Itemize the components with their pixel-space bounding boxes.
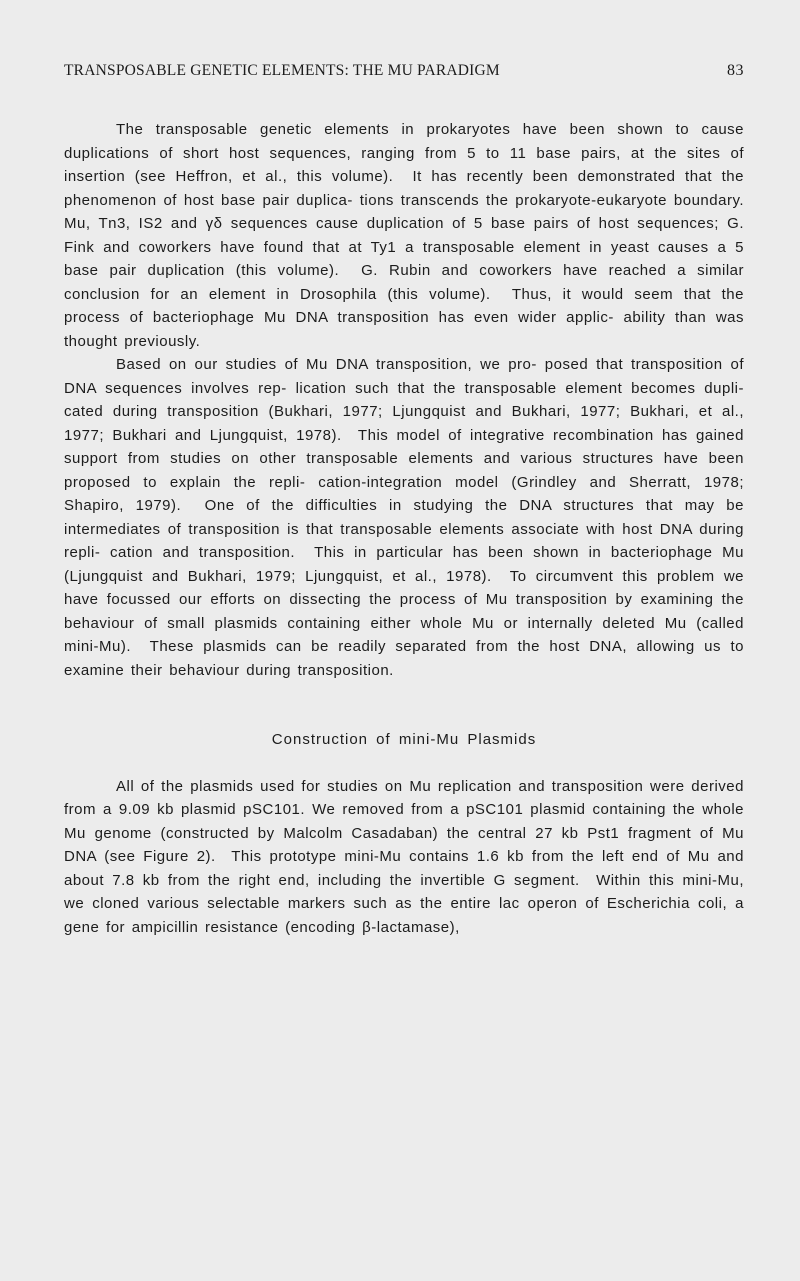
body-paragraph-2: Based on our studies of Mu DNA transposi…: [64, 353, 744, 682]
page-header: TRANSPOSABLE GENETIC ELEMENTS: THE MU PA…: [64, 62, 744, 80]
body-paragraph-1: The transposable genetic elements in pro…: [64, 118, 744, 353]
body-paragraph-3: All of the plasmids used for studies on …: [64, 775, 744, 940]
section-title: Construction of mini-Mu Plasmids: [64, 728, 744, 752]
page-number: 83: [727, 62, 744, 80]
running-head: TRANSPOSABLE GENETIC ELEMENTS: THE MU PA…: [64, 62, 500, 80]
